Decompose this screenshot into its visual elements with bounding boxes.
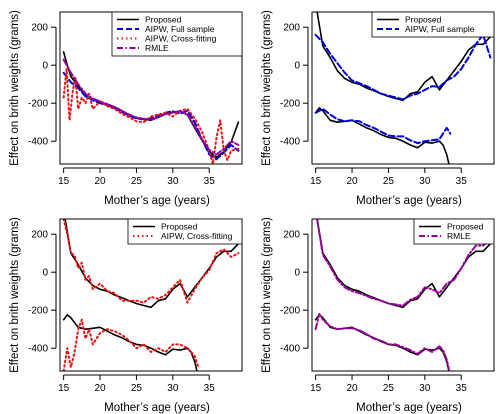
y-axis-label: Effect on brith weights (grams) [261, 10, 273, 166]
x-tick-label: 30 [167, 176, 179, 187]
x-axis-label: Mother’s age (years) [356, 402, 462, 414]
y-tick-label: 0 [294, 268, 300, 279]
y-axis: -400 -200 0 200 [28, 230, 57, 355]
legend-label: Proposed [145, 15, 182, 25]
y-tick-label: -200 [280, 99, 300, 110]
x-tick-label: 25 [131, 176, 143, 187]
y-tick-label: -200 [28, 99, 48, 110]
x-tick-label: 35 [456, 176, 468, 187]
legend-label: RMLE [447, 231, 471, 241]
series-line-2 [316, 219, 492, 307]
x-tick-label: 25 [131, 383, 143, 394]
y-tick-label: -400 [280, 344, 300, 355]
y-tick-label: -200 [280, 306, 300, 317]
series-group [62, 219, 240, 371]
y-axis-label: Effect on brith weights (grams) [9, 10, 21, 166]
x-axis-label: Mother’s age (years) [104, 195, 210, 207]
x-tick-label: 20 [346, 383, 358, 394]
x-axis-label: Mother’s age (years) [356, 195, 462, 207]
y-axis: -400 -200 0 200 [280, 23, 309, 148]
series-line-2 [314, 33, 492, 101]
y-tick-label: 200 [283, 230, 300, 241]
series-group [314, 219, 492, 371]
series-group [62, 51, 240, 164]
x-tick-label: 35 [204, 383, 216, 394]
legend-label: Proposed [447, 222, 484, 232]
legend-label: AIPW, Full sample [405, 24, 475, 34]
y-axis-label: Effect on brith weights (grams) [9, 217, 21, 373]
series-line-0 [62, 51, 240, 159]
x-tick-label: 30 [167, 383, 179, 394]
x-tick-label: 30 [419, 176, 431, 187]
chart-panel-1: 15 20 25 30 35 -400 -200 0 200 Mother’s age (year… [9, 10, 243, 207]
y-tick-label: -400 [28, 344, 48, 355]
y-axis-label: Effect on brith weights (grams) [261, 217, 273, 373]
series-line-3 [62, 318, 200, 371]
x-tick-label: 15 [310, 383, 322, 394]
legend-label: Proposed [405, 15, 442, 25]
x-tick-label: 25 [383, 383, 395, 394]
x-tick-label: 20 [94, 383, 106, 394]
y-axis: -400 -200 0 200 [28, 23, 57, 148]
y-tick-label: 0 [294, 61, 300, 72]
series-line-2 [62, 219, 240, 304]
legend-box [413, 218, 495, 245]
legend-box [371, 11, 495, 38]
x-tick-label: 30 [419, 383, 431, 394]
plot-frame [311, 218, 495, 372]
y-tick-label: 200 [283, 23, 300, 34]
y-tick-label: -400 [28, 137, 48, 148]
x-axis: 15 20 25 30 35 [310, 167, 468, 187]
legend-label: AIPW, Full sample [145, 24, 215, 34]
y-tick-label: 0 [42, 61, 48, 72]
x-tick-label: 35 [456, 383, 468, 394]
series-line-1 [62, 71, 240, 161]
legend-label: RMLE [145, 43, 169, 53]
x-tick-label: 15 [58, 176, 70, 187]
x-tick-label: 15 [310, 176, 322, 187]
series-line-1 [62, 314, 198, 371]
y-tick-label: 200 [31, 230, 48, 241]
series-line-3 [62, 58, 240, 156]
x-axis-label: Mother’s age (years) [104, 402, 210, 414]
series-group [314, 12, 492, 164]
x-tick-label: 15 [58, 383, 70, 394]
y-tick-label: 200 [31, 23, 48, 34]
x-axis: 15 20 25 30 35 [58, 374, 216, 394]
series-line-1 [314, 314, 450, 371]
x-tick-label: 20 [346, 176, 358, 187]
x-tick-label: 20 [94, 176, 106, 187]
x-tick-label: 25 [383, 176, 395, 187]
x-axis: 15 20 25 30 35 [310, 374, 468, 394]
legend-label: AIPW, Cross-fitting [145, 34, 217, 44]
series-line-1 [314, 107, 450, 164]
chart-panel-4: 15 20 25 30 35 -400 -200 0 200 Mother’s age (year… [261, 217, 495, 414]
legend-label: AIPW, Cross-fitting [161, 231, 233, 241]
series-line-3 [314, 107, 452, 145]
legend-label: Proposed [161, 222, 198, 232]
x-axis: 15 20 25 30 35 [58, 167, 216, 187]
legend-box [127, 218, 243, 245]
series-line-3 [314, 313, 450, 371]
y-tick-label: 0 [42, 268, 48, 279]
y-tick-label: -400 [280, 137, 300, 148]
series-line-2 [62, 68, 240, 164]
chart-panel-3: 15 20 25 30 35 -400 -200 0 200 Mother’s age (year… [9, 217, 243, 414]
x-tick-label: 35 [204, 176, 216, 187]
y-axis: -400 -200 0 200 [280, 230, 309, 355]
chart-panel-2: 15 20 25 30 35 -400 -200 0 200 Mother’s age (year… [261, 10, 495, 207]
y-tick-label: -200 [28, 306, 48, 317]
